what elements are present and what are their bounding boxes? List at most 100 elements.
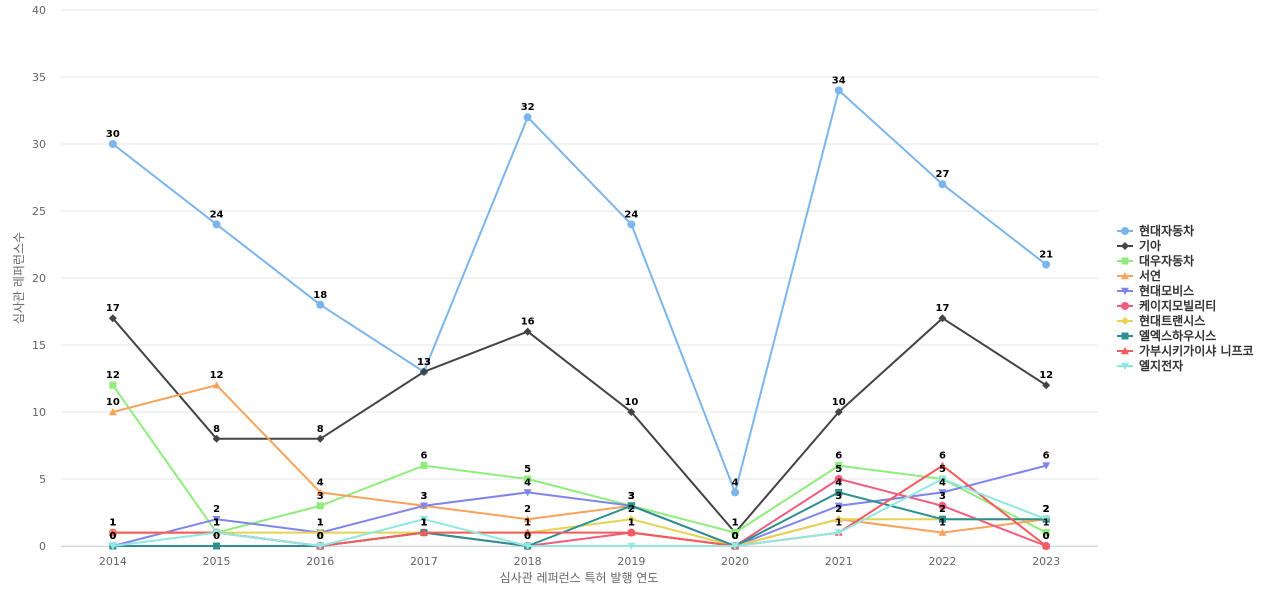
data-label: 0 bbox=[524, 531, 531, 542]
data-point[interactable] bbox=[523, 542, 532, 550]
data-point[interactable] bbox=[316, 434, 325, 443]
legend-item[interactable]: 엘엑스하우시스 bbox=[1117, 328, 1216, 343]
data-point[interactable] bbox=[627, 528, 636, 536]
data-point[interactable] bbox=[419, 367, 428, 376]
data-point[interactable] bbox=[627, 220, 636, 229]
data-point[interactable] bbox=[524, 475, 532, 483]
data-label: 12 bbox=[1039, 370, 1053, 381]
data-label: 5 bbox=[524, 464, 531, 475]
data-point[interactable] bbox=[523, 489, 532, 497]
data-point[interactable] bbox=[419, 516, 428, 524]
data-label: 1 bbox=[317, 518, 324, 529]
data-point[interactable] bbox=[212, 516, 221, 524]
data-label: 12 bbox=[210, 370, 224, 381]
data-point[interactable] bbox=[938, 515, 946, 523]
data-point[interactable] bbox=[108, 140, 117, 148]
y-tick-label: 20 bbox=[32, 272, 46, 285]
legend-marker bbox=[1121, 317, 1129, 325]
data-point[interactable] bbox=[108, 542, 117, 550]
legend-item[interactable]: 서연 bbox=[1117, 268, 1161, 283]
legend-item[interactable]: 현대자동차 bbox=[1117, 223, 1194, 238]
data-label: 0 bbox=[732, 531, 739, 542]
data-point[interactable] bbox=[316, 502, 324, 510]
data-point[interactable] bbox=[316, 488, 325, 496]
data-point[interactable] bbox=[834, 502, 843, 510]
data-point[interactable] bbox=[834, 475, 843, 483]
y-tick-label: 5 bbox=[39, 473, 46, 486]
data-point[interactable] bbox=[1042, 542, 1051, 550]
data-point[interactable] bbox=[834, 86, 843, 95]
legend-item[interactable]: 현대모비스 bbox=[1117, 283, 1194, 298]
data-label: 0 bbox=[732, 531, 739, 542]
legend-label: 현대자동차 bbox=[1139, 223, 1194, 238]
legend[interactable]: 현대자동차기아대우자동차서연현대모비스케이지모빌리티현대트랜시스엘엑스하우시스가… bbox=[1117, 223, 1254, 373]
data-point[interactable] bbox=[212, 529, 221, 537]
data-point[interactable] bbox=[627, 542, 636, 550]
data-point[interactable] bbox=[419, 502, 428, 510]
data-point[interactable] bbox=[109, 381, 117, 389]
data-point[interactable] bbox=[938, 528, 947, 536]
data-point[interactable] bbox=[212, 434, 221, 443]
data-point[interactable] bbox=[316, 300, 325, 309]
data-point[interactable] bbox=[731, 529, 739, 537]
legend-label: 엘지전자 bbox=[1139, 358, 1183, 373]
data-point[interactable] bbox=[316, 528, 325, 537]
data-label: 2 bbox=[524, 504, 531, 515]
data-point[interactable] bbox=[834, 529, 843, 537]
legend-item[interactable]: 가부시키가이샤 니프코 bbox=[1117, 343, 1254, 358]
data-point[interactable] bbox=[420, 462, 428, 470]
data-point[interactable] bbox=[316, 542, 325, 550]
data-point[interactable] bbox=[834, 408, 843, 416]
data-point[interactable] bbox=[731, 488, 740, 497]
data-point[interactable] bbox=[627, 502, 635, 510]
data-point[interactable] bbox=[1042, 529, 1050, 537]
data-label: 3 bbox=[628, 491, 635, 502]
legend-label: 케이지모빌리티 bbox=[1139, 298, 1216, 313]
legend-item[interactable]: 기아 bbox=[1117, 238, 1161, 253]
data-point[interactable] bbox=[1042, 516, 1051, 524]
data-label: 1 bbox=[628, 518, 635, 529]
data-point[interactable] bbox=[938, 461, 947, 469]
legend-item[interactable]: 엘지전자 bbox=[1117, 358, 1183, 373]
data-label: 1 bbox=[732, 518, 739, 529]
data-point[interactable] bbox=[834, 515, 843, 524]
data-label: 2 bbox=[939, 504, 946, 515]
data-point[interactable] bbox=[938, 314, 947, 323]
data-point[interactable] bbox=[1042, 260, 1051, 269]
data-label: 27 bbox=[935, 169, 949, 180]
legend-item[interactable]: 대우자동차 bbox=[1117, 253, 1194, 268]
data-point[interactable] bbox=[731, 542, 740, 550]
data-label: 34 bbox=[832, 75, 846, 86]
data-point[interactable] bbox=[938, 180, 947, 189]
data-point[interactable] bbox=[938, 501, 947, 510]
data-point[interactable] bbox=[212, 220, 221, 229]
data-label: 3 bbox=[628, 491, 635, 502]
data-point[interactable] bbox=[938, 489, 947, 497]
data-point[interactable] bbox=[523, 515, 532, 523]
data-label: 4 bbox=[317, 477, 324, 488]
data-point[interactable] bbox=[835, 488, 843, 496]
data-point[interactable] bbox=[108, 314, 117, 323]
data-point[interactable] bbox=[523, 528, 532, 536]
data-point[interactable] bbox=[1042, 381, 1051, 390]
data-label: 1 bbox=[1043, 518, 1050, 529]
data-point[interactable] bbox=[108, 528, 117, 536]
data-point[interactable] bbox=[212, 381, 221, 389]
data-point[interactable] bbox=[523, 113, 532, 122]
data-point[interactable] bbox=[213, 542, 221, 550]
data-point[interactable] bbox=[419, 528, 428, 536]
data-label: 0 bbox=[109, 531, 116, 542]
legend-item[interactable]: 케이지모빌리티 bbox=[1117, 298, 1216, 313]
data-point[interactable] bbox=[627, 408, 636, 416]
data-point[interactable] bbox=[627, 515, 636, 524]
data-label: 3 bbox=[317, 491, 324, 502]
data-point[interactable] bbox=[835, 462, 843, 470]
data-point[interactable] bbox=[938, 475, 947, 483]
data-label: 10 bbox=[624, 397, 638, 408]
data-label: 2 bbox=[835, 504, 842, 515]
data-point[interactable] bbox=[1042, 462, 1051, 470]
data-point[interactable] bbox=[108, 408, 117, 416]
data-point[interactable] bbox=[523, 327, 532, 336]
legend-marker bbox=[1121, 332, 1129, 340]
legend-item[interactable]: 현대트랜시스 bbox=[1117, 313, 1205, 328]
